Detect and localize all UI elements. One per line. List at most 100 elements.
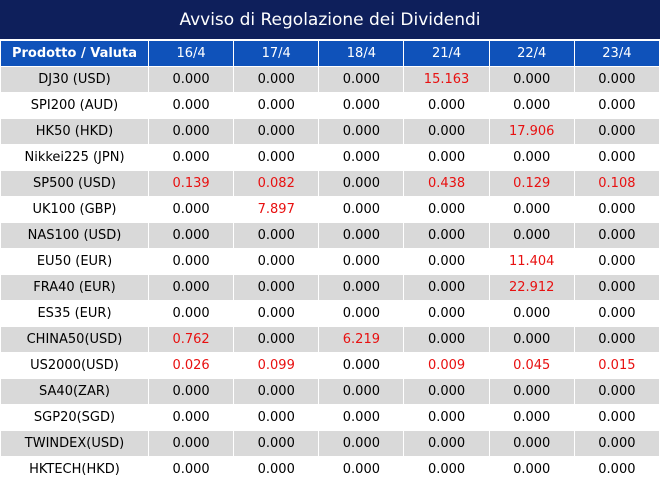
value-cell: 0.000 — [403, 248, 490, 275]
value-cell: 0.015 — [573, 352, 660, 379]
value-cell: 0.000 — [147, 456, 235, 483]
table-row: SA40(ZAR) 0.000 0.000 0.000 0.000 0.000 0.000 — [0, 378, 660, 405]
value-cell: 0.000 — [488, 326, 575, 353]
table-header-row: Prodotto / Valuta 16/4 17/4 18/4 21/4 22… — [0, 40, 660, 67]
product-cell: SPI200 (AUD) — [0, 92, 149, 119]
value-cell: 0.000 — [147, 274, 235, 301]
column-header-date: 23/4 — [573, 40, 660, 67]
value-cell: 0.000 — [573, 144, 660, 171]
value-cell: 0.000 — [403, 274, 490, 301]
value-cell: 0.000 — [233, 66, 320, 93]
value-cell: 0.000 — [488, 92, 575, 119]
value-cell: 0.000 — [318, 430, 405, 457]
value-cell: 0.762 — [147, 326, 235, 353]
table-row: HK50 (HKD) 0.000 0.000 0.000 0.000 17.906 0.00… — [0, 118, 660, 145]
value-cell: 0.000 — [488, 66, 575, 93]
value-cell: 0.000 — [147, 118, 235, 145]
value-cell: 0.000 — [318, 170, 405, 197]
value-cell: 0.000 — [318, 222, 405, 249]
table-row: DJ30 (USD) 0.000 0.000 0.000 15.163 0.000 0.00… — [0, 66, 660, 93]
value-cell: 0.000 — [573, 430, 660, 457]
value-cell: 0.000 — [403, 196, 490, 223]
value-cell: 0.000 — [403, 300, 490, 327]
value-cell: 0.000 — [233, 222, 320, 249]
value-cell: 0.000 — [233, 430, 320, 457]
value-cell: 0.000 — [318, 456, 405, 483]
value-cell: 0.000 — [233, 118, 320, 145]
value-cell: 0.000 — [403, 456, 490, 483]
value-cell: 0.000 — [233, 144, 320, 171]
table-row: Nikkei225 (JPN) 0.000 0.000 0.000 0.000 0.000… — [0, 144, 660, 171]
value-cell: 0.000 — [318, 378, 405, 405]
value-cell: 0.000 — [573, 404, 660, 431]
value-cell: 0.000 — [403, 92, 490, 119]
value-cell: 0.000 — [147, 378, 235, 405]
product-cell: SA40(ZAR) — [0, 378, 149, 405]
value-cell: 0.000 — [403, 144, 490, 171]
dividend-table: Prodotto / Valuta 16/4 17/4 18/4 21/4 22… — [0, 40, 660, 483]
value-cell: 0.000 — [318, 404, 405, 431]
column-header-date: 22/4 — [488, 40, 575, 67]
value-cell: 0.000 — [147, 248, 235, 275]
value-cell: 0.000 — [318, 118, 405, 145]
value-cell: 0.000 — [147, 404, 235, 431]
value-cell: 22.912 — [488, 274, 575, 301]
column-header-date: 21/4 — [403, 40, 490, 67]
product-cell: US2000(USD) — [0, 352, 149, 379]
value-cell: 0.000 — [573, 92, 660, 119]
value-cell: 0.000 — [488, 456, 575, 483]
value-cell: 0.000 — [573, 248, 660, 275]
value-cell: 0.000 — [147, 66, 235, 93]
product-cell: HK50 (HKD) — [0, 118, 149, 145]
product-cell: ES35 (EUR) — [0, 300, 149, 327]
page-title: Avviso di Regolazione dei Dividendi — [0, 0, 660, 40]
value-cell: 0.000 — [147, 222, 235, 249]
value-cell: 0.009 — [403, 352, 490, 379]
value-cell: 0.000 — [147, 430, 235, 457]
value-cell: 0.000 — [233, 326, 320, 353]
value-cell: 0.000 — [488, 222, 575, 249]
table-row: NAS100 (USD) 0.000 0.000 0.000 0.000 0.000 0.0… — [0, 222, 660, 249]
value-cell: 0.000 — [233, 404, 320, 431]
value-cell: 0.000 — [488, 144, 575, 171]
value-cell: 6.219 — [318, 326, 405, 353]
value-cell: 11.404 — [488, 248, 575, 275]
value-cell: 0.000 — [403, 378, 490, 405]
value-cell: 0.000 — [233, 300, 320, 327]
value-cell: 0.000 — [233, 378, 320, 405]
value-cell: 0.000 — [147, 300, 235, 327]
column-header-date: 17/4 — [233, 40, 320, 67]
table-row: TWINDEX(USD) 0.000 0.000 0.000 0.000 0.000 0.0… — [0, 430, 660, 457]
value-cell: 0.026 — [147, 352, 235, 379]
value-cell: 0.000 — [318, 196, 405, 223]
value-cell: 0.000 — [573, 118, 660, 145]
product-cell: UK100 (GBP) — [0, 196, 149, 223]
value-cell: 0.000 — [488, 300, 575, 327]
value-cell: 0.082 — [233, 170, 320, 197]
value-cell: 0.000 — [318, 300, 405, 327]
product-cell: TWINDEX(USD) — [0, 430, 149, 457]
value-cell: 0.000 — [403, 404, 490, 431]
value-cell: 0.000 — [318, 66, 405, 93]
column-header-product: Prodotto / Valuta — [0, 40, 149, 67]
table-row: FRA40 (EUR) 0.000 0.000 0.000 0.000 22.912 0.0… — [0, 274, 660, 301]
value-cell: 0.099 — [233, 352, 320, 379]
value-cell: 17.906 — [488, 118, 575, 145]
table-row: UK100 (GBP) 0.000 7.897 0.000 0.000 0.000 0.00… — [0, 196, 660, 223]
value-cell: 0.000 — [488, 378, 575, 405]
value-cell: 0.000 — [233, 274, 320, 301]
value-cell: 0.000 — [318, 144, 405, 171]
product-cell: SGP20(SGD) — [0, 404, 149, 431]
product-cell: DJ30 (USD) — [0, 66, 149, 93]
value-cell: 0.000 — [573, 222, 660, 249]
table-row: SPI200 (AUD) 0.000 0.000 0.000 0.000 0.000 0.0… — [0, 92, 660, 119]
value-cell: 0.000 — [147, 196, 235, 223]
product-cell: NAS100 (USD) — [0, 222, 149, 249]
value-cell: 15.163 — [403, 66, 490, 93]
value-cell: 0.129 — [488, 170, 575, 197]
column-header-date: 18/4 — [318, 40, 405, 67]
value-cell: 0.000 — [403, 430, 490, 457]
table-row: HKTECH(HKD) 0.000 0.000 0.000 0.000 0.000 0.00… — [0, 456, 660, 483]
table-row: SGP20(SGD) 0.000 0.000 0.000 0.000 0.000 0.000 — [0, 404, 660, 431]
